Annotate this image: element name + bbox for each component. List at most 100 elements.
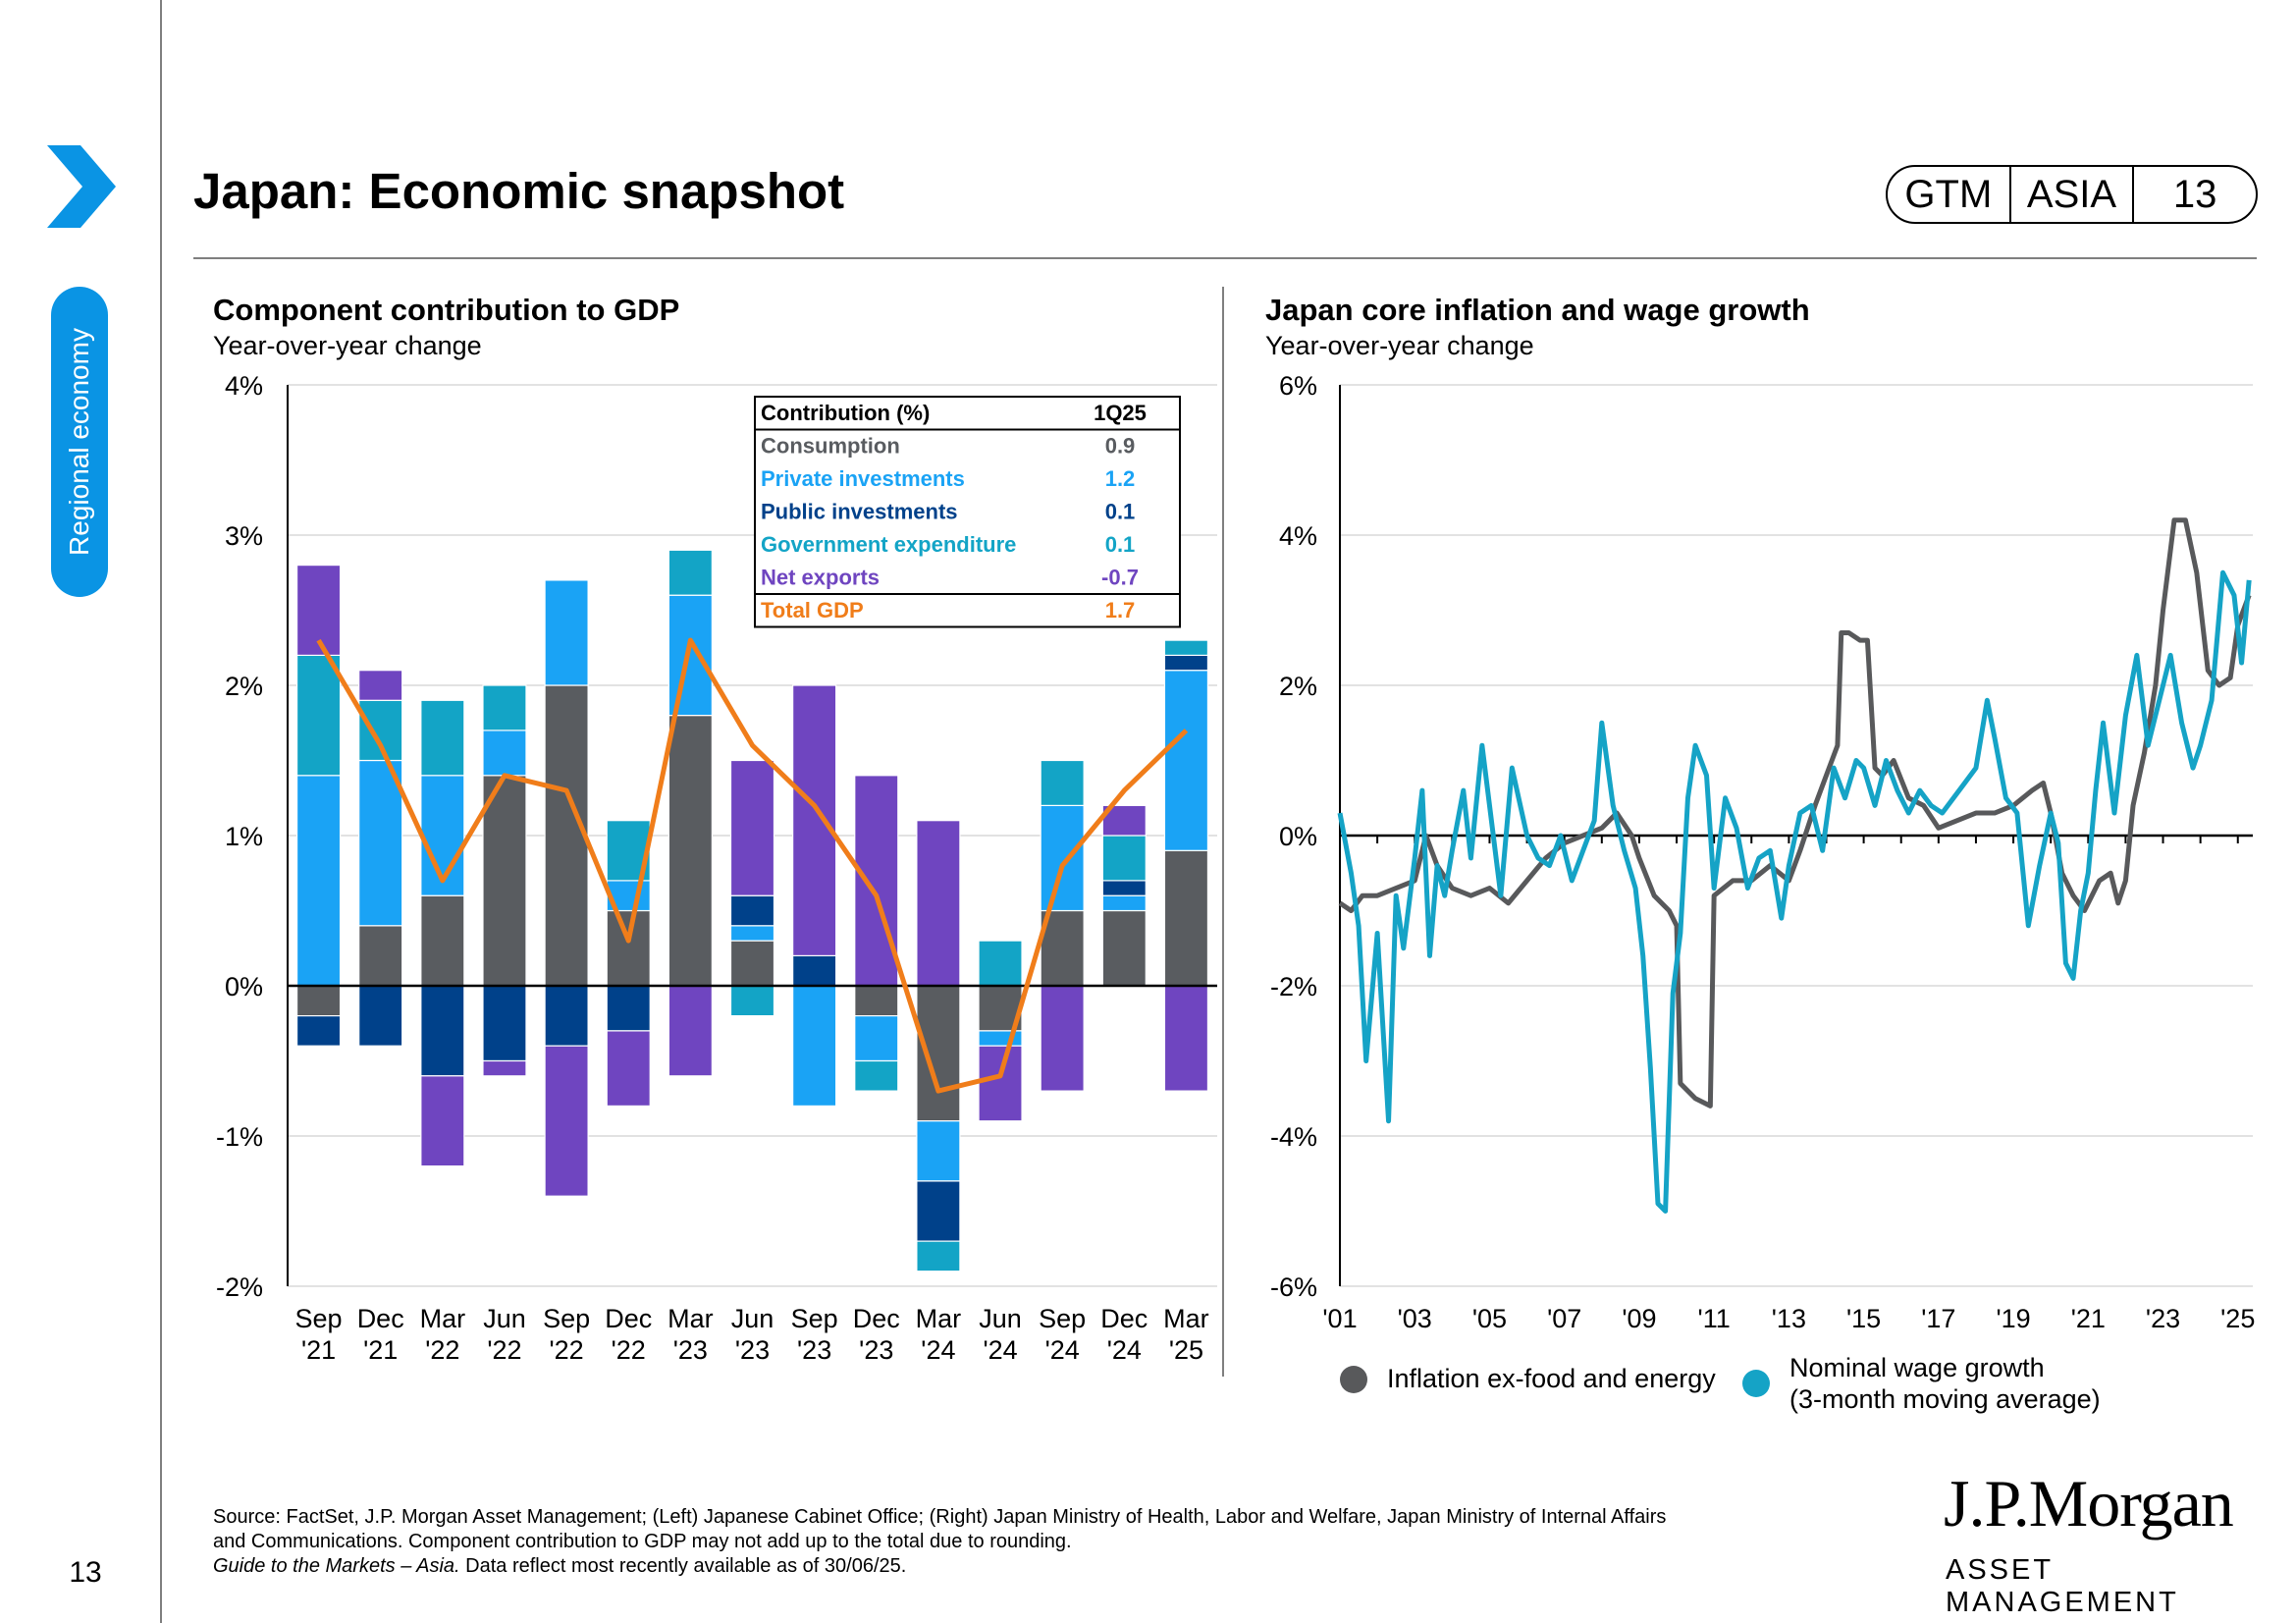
bar-public — [420, 985, 465, 1077]
source-line-3: Guide to the Markets – Asia. Data reflec… — [213, 1554, 1882, 1579]
table-row-value: 1.2 — [1105, 466, 1136, 491]
legend-label-wage-1: Nominal wage growth — [1789, 1353, 2045, 1382]
bar-consumption — [358, 925, 403, 987]
x-tick-label: Jun '22 — [483, 1304, 526, 1365]
jpmorgan-logo: J.P.Morgan — [1944, 1466, 2234, 1541]
bar-government — [667, 549, 713, 596]
section-tab[interactable] — [51, 287, 108, 597]
x-tick-label: Sep '21 — [295, 1304, 343, 1365]
bar-net_exports — [358, 670, 403, 701]
source-line-1: Source: FactSet, J.P. Morgan Asset Manag… — [213, 1506, 1667, 1528]
left-chart-subtitle: Year-over-year change — [213, 331, 482, 360]
bar-government — [854, 1059, 899, 1092]
bar-government — [1040, 759, 1085, 807]
bar-public — [1163, 654, 1209, 672]
bar-public — [482, 985, 527, 1062]
bar-public — [729, 894, 775, 927]
bar-government — [1101, 835, 1147, 882]
chevron-right-icon — [47, 145, 116, 228]
x-tick-label: '11 — [1698, 1304, 1731, 1333]
bar-private — [729, 925, 775, 942]
bar-consumption — [295, 985, 342, 1017]
x-tick-label: '13 — [1772, 1304, 1806, 1333]
bar-consumption — [1101, 909, 1147, 987]
y-tick-label: 3% — [225, 521, 263, 551]
bar-consumption — [420, 894, 465, 987]
source-date: Data reflect most recently available as … — [459, 1555, 907, 1577]
badge-page: 13 — [2132, 167, 2256, 222]
right-chart-legend: Inflation ex-food and energy Nominal wag… — [1340, 1352, 2223, 1421]
x-tick-label: Jun '24 — [979, 1304, 1022, 1365]
x-tick-label: '15 — [1846, 1304, 1881, 1333]
x-tick-label: '21 — [2071, 1304, 2106, 1333]
page-title: Japan: Economic snapshot — [193, 163, 845, 219]
bar-public — [295, 1014, 342, 1047]
y-tick-label: -2% — [1270, 972, 1317, 1001]
x-tick-label: '19 — [1996, 1304, 2030, 1333]
bar-public — [606, 985, 651, 1032]
legend-dot-inflation — [1340, 1365, 1367, 1393]
bar-consumption — [854, 985, 899, 1017]
bar-net_exports — [544, 1045, 589, 1197]
bar-government — [482, 684, 527, 731]
bar-government — [295, 654, 342, 777]
bar-private — [358, 759, 403, 927]
table-row-label: Public investments — [761, 500, 958, 524]
bar-government — [1163, 639, 1209, 656]
legend-label-wage-2: (3-month moving average) — [1789, 1384, 2101, 1414]
x-tick-label: Jun '23 — [731, 1304, 774, 1365]
bar-public — [916, 1180, 961, 1242]
x-tick-label: '01 — [1322, 1304, 1357, 1333]
title-rule — [193, 257, 2257, 259]
bar-net_exports — [978, 1045, 1023, 1122]
x-tick-label: '05 — [1472, 1304, 1507, 1333]
bar-consumption — [916, 985, 961, 1122]
asset-management-logo: ASSET MANAGEMENT — [1946, 1554, 2179, 1618]
bar-private — [1101, 894, 1147, 912]
bar-private — [667, 594, 713, 717]
bar-consumption — [544, 684, 589, 987]
series-line-wage — [1337, 569, 2252, 1214]
legend-dot-wage — [1742, 1370, 1770, 1397]
y-tick-label: 1% — [225, 822, 263, 851]
bar-private — [916, 1120, 961, 1182]
bar-government — [978, 940, 1023, 987]
bar-private — [792, 985, 837, 1108]
series-line-inflation — [1338, 517, 2252, 1109]
bar-consumption — [729, 940, 775, 987]
y-tick-label: 4% — [1279, 521, 1317, 551]
bar-private — [854, 1014, 899, 1062]
bar-private — [544, 579, 589, 686]
total-gdp-line — [316, 637, 1189, 1094]
bar-consumption — [606, 909, 651, 987]
y-tick-label: -2% — [216, 1272, 263, 1302]
bar-net_exports — [854, 775, 899, 987]
x-tick-label: Dec '24 — [1100, 1304, 1148, 1365]
bar-public — [358, 985, 403, 1047]
x-tick-label: '17 — [1921, 1304, 1955, 1333]
x-tick-label: '23 — [2146, 1304, 2180, 1333]
y-tick-label: -6% — [1270, 1272, 1317, 1302]
x-tick-label: Sep '23 — [791, 1304, 838, 1365]
bar-consumption — [482, 775, 527, 987]
contribution-table: Contribution (%) 1Q25 Consumption 0.9 Privat… — [754, 396, 1181, 628]
x-tick-label: Dec '21 — [357, 1304, 404, 1365]
badge-gtm: GTM — [1904, 172, 1993, 216]
table-frame — [754, 396, 1181, 628]
legend-item-inflation: Inflation ex-food and energy — [1340, 1364, 1716, 1394]
x-tick-label: Sep '24 — [1039, 1304, 1086, 1365]
table-row-value: -0.7 — [1101, 566, 1139, 590]
table-row-value: 0.1 — [1105, 532, 1136, 557]
bar-net_exports — [792, 684, 837, 956]
source-note: Source: FactSet, J.P. Morgan Asset Manag… — [213, 1505, 1882, 1579]
page-number: 13 — [69, 1556, 102, 1589]
x-tick-label: '07 — [1547, 1304, 1581, 1333]
sidebar-divider — [160, 0, 162, 1623]
y-tick-label: 0% — [225, 972, 263, 1001]
x-tick-label: Mar '24 — [916, 1304, 962, 1365]
bar-public — [792, 954, 837, 987]
y-tick-label: 2% — [225, 672, 263, 701]
table-row-value: 1.7 — [1105, 598, 1136, 622]
x-tick-label: '09 — [1622, 1304, 1656, 1333]
